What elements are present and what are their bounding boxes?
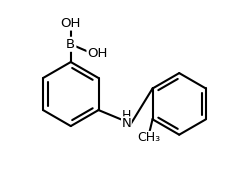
Text: OH: OH <box>60 17 81 30</box>
Text: CH₃: CH₃ <box>137 131 160 144</box>
Text: OH: OH <box>87 47 107 60</box>
Text: N: N <box>122 117 131 130</box>
Text: B: B <box>66 38 75 51</box>
Text: H: H <box>122 109 131 122</box>
